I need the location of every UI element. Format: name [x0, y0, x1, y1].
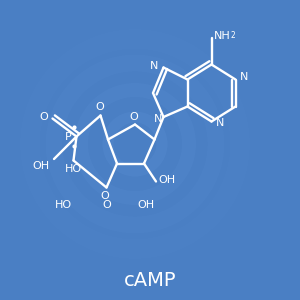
Text: N: N [154, 113, 162, 124]
Text: N: N [150, 61, 159, 71]
Text: O: O [95, 102, 104, 112]
Text: P: P [65, 131, 72, 142]
Text: O: O [129, 112, 138, 122]
Text: cAMP: cAMP [124, 271, 176, 290]
Text: N: N [240, 71, 249, 82]
Text: 2: 2 [230, 31, 235, 40]
Text: O: O [102, 200, 111, 210]
Text: HO: HO [65, 164, 82, 174]
Text: O: O [39, 112, 48, 122]
Text: O: O [100, 191, 109, 201]
Text: OH: OH [137, 200, 154, 210]
Text: NH: NH [214, 31, 231, 41]
Text: N: N [216, 118, 225, 128]
Text: OH: OH [33, 160, 50, 171]
Text: OH: OH [159, 175, 176, 185]
Text: HO: HO [54, 200, 72, 211]
